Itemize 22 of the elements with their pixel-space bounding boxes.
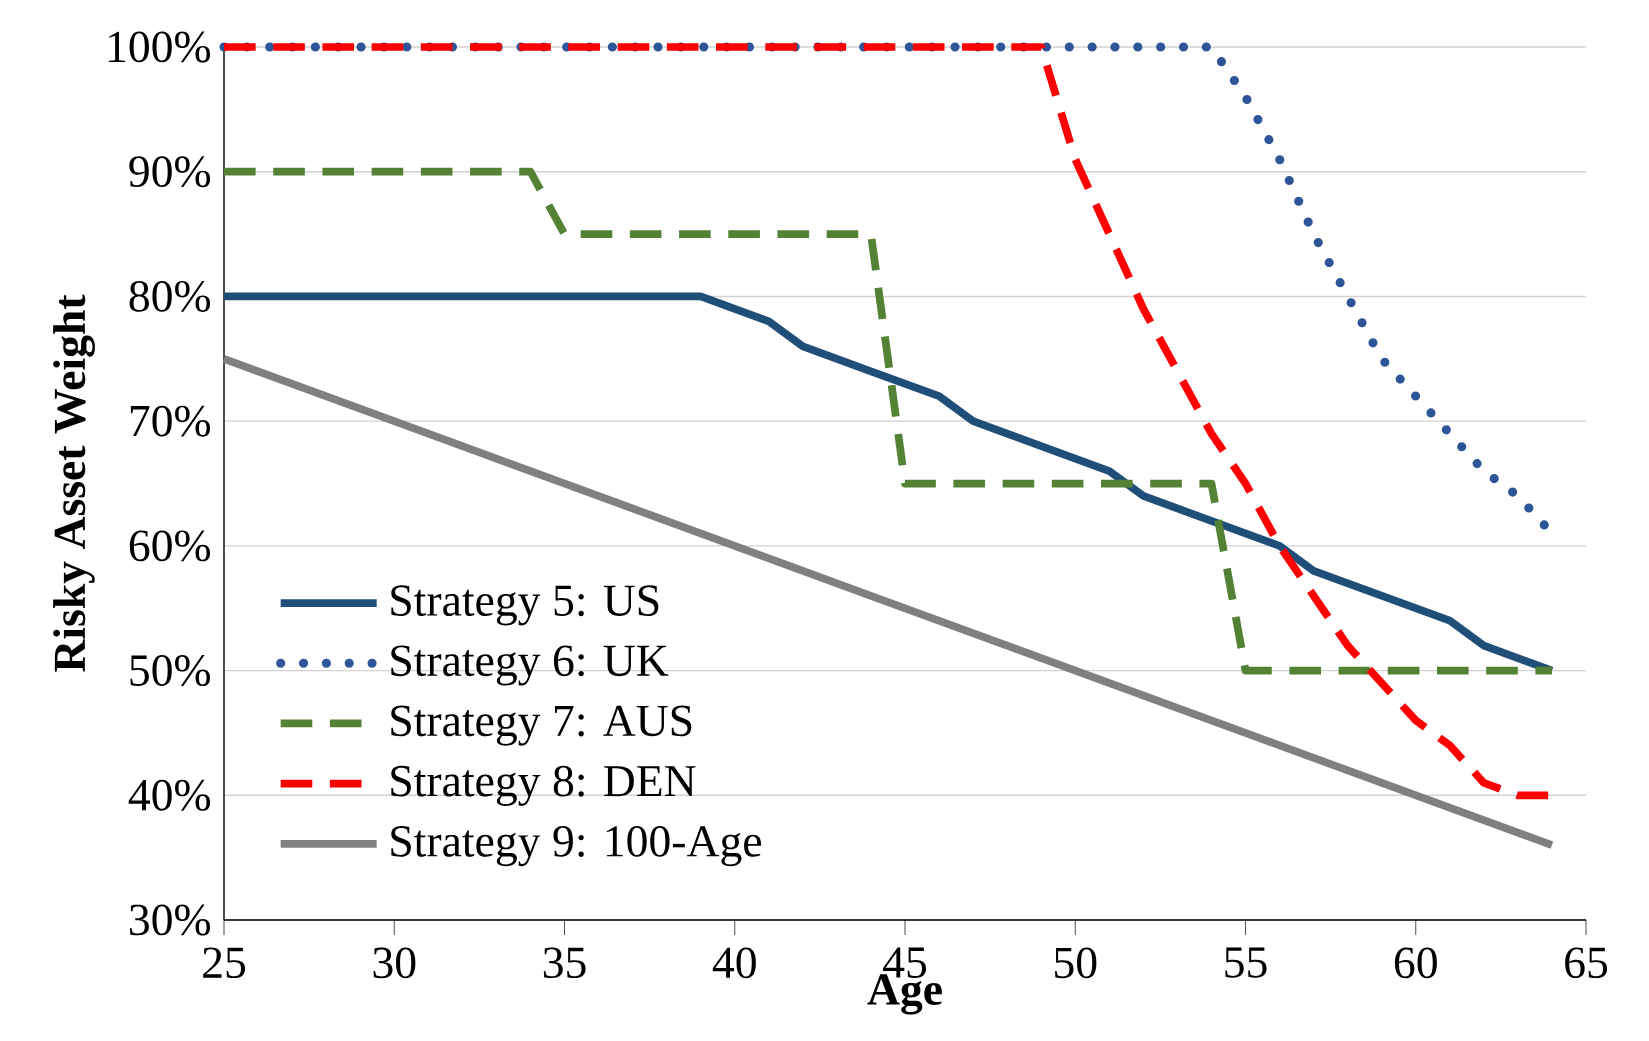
y-tick-label: 100% [109, 31, 211, 63]
y-tick-label: 70% [130, 405, 211, 437]
x-tick-label: 55 [1225, 947, 1267, 978]
x-tick-label: 65 [1565, 947, 1608, 979]
y-tick-label: 40% [128, 779, 211, 811]
y-tick-label: 80% [129, 280, 211, 312]
legend-label: Strategy 6: UK [391, 645, 669, 686]
x-tick-label: 40 [712, 947, 756, 979]
y-axis-title: Risky Asset Weight [53, 294, 95, 672]
legend-label: Strategy 7: AUS [391, 705, 692, 746]
y-tick-label: 30% [130, 904, 211, 936]
y-tick-label: 50% [130, 655, 211, 687]
x-tick-label: 25 [203, 947, 246, 979]
y-tick-label: 60% [129, 530, 211, 562]
legend-label: Strategy 5: US [391, 585, 659, 626]
y-tick-label: 90% [129, 156, 211, 188]
x-tick-label: 60 [1394, 947, 1437, 979]
x-tick-label: 30 [373, 947, 416, 979]
x-tick-label: 50 [1055, 947, 1097, 979]
x-tick-label: 35 [543, 947, 586, 979]
legend-label: Strategy 8: DEN [391, 765, 696, 806]
legend-label: Strategy 9: 100-Age [391, 825, 762, 867]
